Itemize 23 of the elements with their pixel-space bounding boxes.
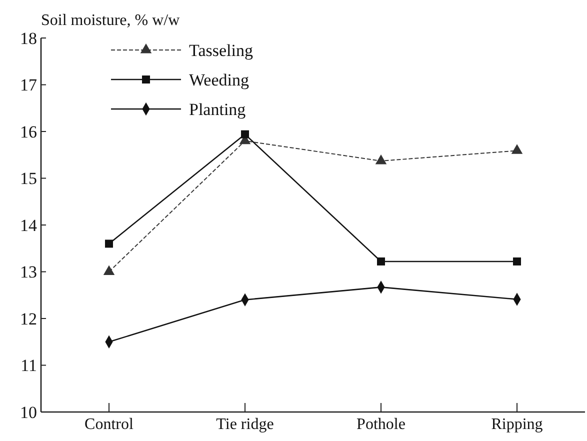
legend-label: Planting [189, 100, 246, 119]
point [375, 154, 387, 164]
point [105, 240, 113, 248]
y-tick-label: 13 [20, 262, 37, 282]
x-tick-label: Control [84, 416, 134, 433]
x-tick-label: Ripping [491, 416, 543, 433]
point [513, 257, 521, 266]
point [377, 257, 385, 266]
y-tick-label: 17 [20, 76, 38, 95]
y-axis-title: Soil moisture, % w/w [41, 12, 180, 29]
y-tick-label: 16 [20, 122, 37, 142]
legend-label: Tasseling [189, 40, 254, 60]
y-tick-label: 14 [20, 216, 38, 235]
y-tick-label: 12 [20, 309, 37, 328]
point [511, 144, 523, 154]
y-tick-label: 11 [20, 356, 37, 376]
y-tick-label: 18 [20, 28, 37, 48]
y-tick-label: 10 [20, 402, 37, 422]
y-tick-label: 15 [20, 169, 37, 188]
x-tick-label: Pothole [356, 416, 406, 433]
point [103, 265, 115, 276]
x-tick-label: Tie ridge [216, 416, 274, 433]
legend-label: Weeding [189, 70, 250, 90]
